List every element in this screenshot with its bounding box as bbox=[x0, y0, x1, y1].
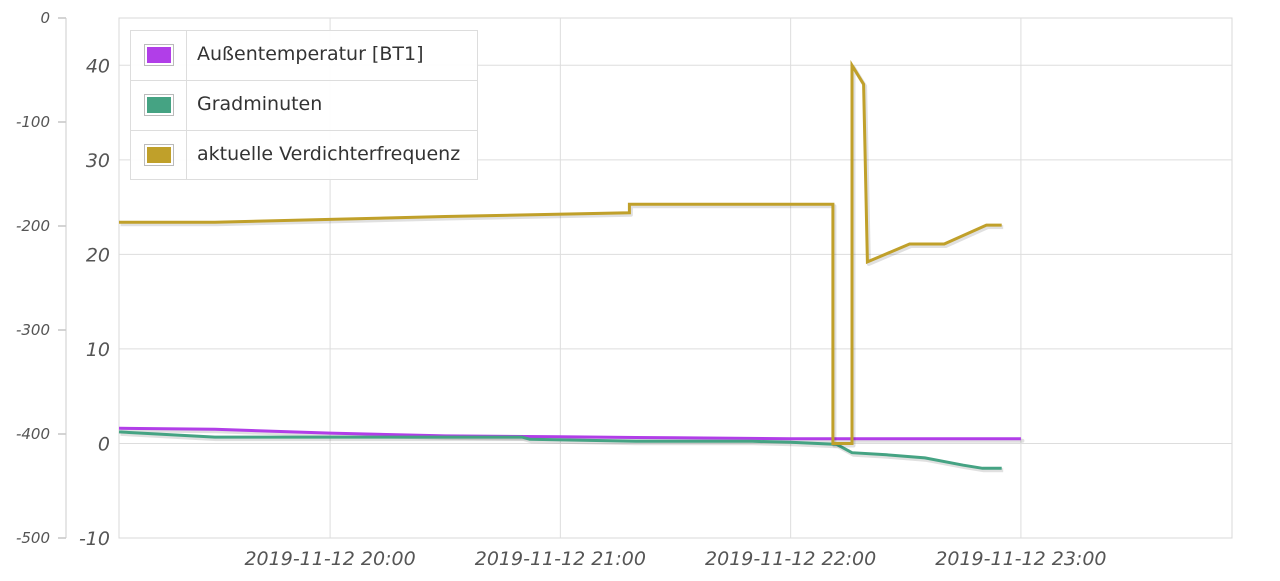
y-tick-label-outer: -100 bbox=[16, 113, 50, 131]
y-tick-label-inner: 30 bbox=[86, 150, 110, 172]
x-tick-label: 2019-11-12 21:00 bbox=[475, 548, 646, 570]
x-tick-label: 2019-11-12 20:00 bbox=[244, 548, 415, 570]
y-tick-label-inner: -10 bbox=[79, 528, 110, 550]
y-tick-label-inner: 10 bbox=[86, 339, 110, 361]
axes: 403020100-100-100-200-300-400-5002019-11… bbox=[16, 9, 1107, 570]
legend-item-aussentemperatur[interactable]: Außentemperatur [BT1] bbox=[131, 31, 477, 81]
grid-lines bbox=[118, 17, 1233, 539]
series-verdichterfrequenz-shadow bbox=[120, 65, 1004, 448]
legend-label: Außentemperatur [BT1] bbox=[197, 43, 424, 65]
series-layer bbox=[118, 59, 1025, 473]
series-verdichterfrequenz bbox=[119, 59, 1002, 445]
y-tick-label-outer: 0 bbox=[40, 9, 50, 27]
x-tick-label: 2019-11-12 23:00 bbox=[935, 548, 1106, 570]
legend-label: Gradminuten bbox=[197, 93, 323, 115]
legend-item-gradminuten[interactable]: Gradminuten bbox=[131, 81, 477, 131]
legend-swatch-gradminuten bbox=[144, 94, 174, 116]
legend-swatch-aussentemperatur bbox=[144, 44, 174, 66]
y-tick-label-inner: 40 bbox=[86, 55, 110, 77]
series-aussentemperatur bbox=[118, 426, 1021, 441]
x-tick-label: 2019-11-12 22:00 bbox=[705, 548, 876, 570]
legend: Außentemperatur [BT1] Gradminuten aktuel… bbox=[130, 30, 478, 180]
y-tick-label-inner: 0 bbox=[98, 433, 110, 455]
series-aussentemperatur-shadow bbox=[120, 428, 1025, 443]
series-gradminuten bbox=[118, 430, 1002, 470]
legend-item-verdichterfrequenz[interactable]: aktuelle Verdichterfrequenz bbox=[131, 131, 477, 180]
legend-label: aktuelle Verdichterfrequenz bbox=[197, 143, 461, 165]
y-tick-label-outer: -300 bbox=[16, 321, 50, 339]
y-tick-label-inner: 20 bbox=[86, 244, 110, 266]
y-tick-label-outer: -500 bbox=[16, 529, 50, 547]
series-gradminuten-shadow bbox=[120, 431, 1004, 473]
plot-frame bbox=[118, 17, 1233, 539]
y-tick-label-outer: -200 bbox=[16, 217, 50, 235]
y-tick-label-outer: -400 bbox=[16, 425, 50, 443]
legend-swatch-verdichterfrequenz bbox=[144, 144, 174, 166]
